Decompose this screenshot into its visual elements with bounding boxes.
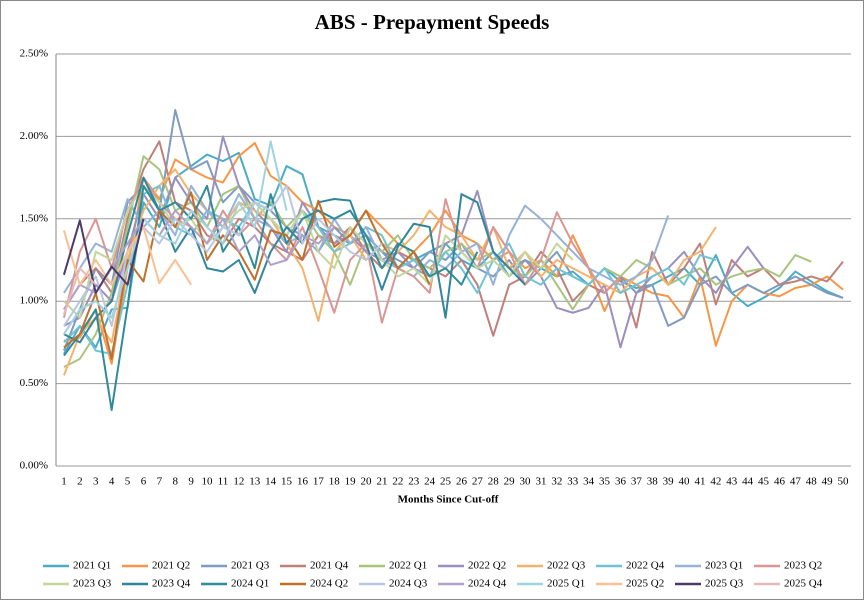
x-tick-label: 11 [218, 476, 229, 488]
series-line [63, 267, 97, 315]
series-line [62, 226, 192, 286]
y-tick-label: 1.00% [20, 295, 48, 307]
series-line [63, 168, 717, 376]
chart-title: ABS - Prepayment Speeds [315, 10, 550, 34]
x-tick-label: 27 [472, 476, 484, 488]
legend-label: 2021 Q1 [73, 560, 111, 572]
legend-label: 2021 Q3 [231, 560, 270, 572]
x-tick-label: 49 [822, 476, 834, 488]
x-tick-label: 22 [392, 476, 403, 488]
y-tick-label: 0.00% [20, 460, 48, 472]
legend-label: 2024 Q3 [389, 578, 428, 590]
x-tick-label: 24 [424, 476, 436, 488]
x-tick-label: 40 [679, 476, 691, 488]
x-tick-label: 5 [125, 476, 131, 488]
series-line [63, 184, 670, 294]
x-tick-label: 45 [758, 476, 770, 488]
x-tick-label: 33 [567, 476, 579, 488]
legend-label: 2025 Q3 [705, 578, 744, 590]
legend-label: 2022 Q2 [468, 560, 506, 572]
x-tick-label: 25 [440, 476, 452, 488]
legend-label: 2022 Q1 [389, 560, 427, 572]
x-tick-label: 36 [615, 476, 627, 488]
x-tick-label: 7 [157, 476, 163, 488]
y-tick-label: 2.00% [20, 130, 48, 142]
x-tick-label: 3 [93, 476, 99, 488]
x-tick-label: 38 [647, 476, 659, 488]
y-tick-label: 1.50% [20, 212, 48, 224]
legend-label: 2022 Q3 [547, 560, 586, 572]
x-tick-label: 48 [806, 476, 818, 488]
x-tick-label: 47 [790, 476, 802, 488]
x-tick-label: 14 [265, 476, 277, 488]
y-tick-label: 0.50% [20, 377, 48, 389]
x-tick-label: 16 [297, 476, 309, 488]
legend-label: 2025 Q2 [626, 578, 664, 590]
x-tick-label: 28 [488, 476, 500, 488]
legend-label: 2021 Q2 [152, 560, 190, 572]
legend-label: 2023 Q1 [705, 560, 743, 572]
series-line [63, 140, 288, 335]
series-line [63, 176, 526, 344]
legend-label: 2024 Q4 [468, 578, 507, 590]
x-tick-label: 17 [313, 476, 325, 488]
x-tick-label: 37 [631, 476, 643, 488]
x-tick-label: 9 [188, 476, 194, 488]
x-tick-label: 15 [281, 476, 293, 488]
legend-label: 2024 Q1 [231, 578, 269, 590]
x-tick-label: 1 [61, 476, 67, 488]
legend-label: 2021 Q4 [310, 560, 349, 572]
x-tick-label: 26 [456, 476, 468, 488]
x-axis-label: Months Since Cut-off [398, 494, 499, 506]
legend-label: 2024 Q2 [310, 578, 348, 590]
legend-label: 2025 Q1 [547, 578, 585, 590]
x-tick-label: 46 [774, 476, 786, 488]
x-tick-label: 4 [109, 476, 115, 488]
x-tick-label: 19 [345, 476, 357, 488]
x-tick-label: 12 [233, 476, 244, 488]
series-line [63, 184, 717, 355]
x-tick-label: 39 [663, 476, 675, 488]
x-tick-label: 35 [599, 476, 611, 488]
y-tick-label: 2.50% [20, 48, 48, 60]
x-tick-label: 32 [551, 476, 562, 488]
x-tick-label: 10 [202, 476, 214, 488]
x-tick-label: 29 [504, 476, 516, 488]
x-tick-label: 31 [535, 476, 546, 488]
x-tick-label: 8 [173, 476, 179, 488]
legend-label: 2023 Q4 [152, 578, 191, 590]
x-tick-label: 13 [249, 476, 261, 488]
x-tick-label: 30 [520, 476, 532, 488]
x-tick-label: 44 [742, 476, 754, 488]
legend-label: 2023 Q3 [73, 578, 112, 590]
x-tick-label: 21 [376, 476, 387, 488]
legend-label: 2023 Q2 [784, 560, 822, 572]
x-tick-label: 34 [583, 476, 595, 488]
x-tick-label: 41 [694, 476, 705, 488]
legend-label: 2022 Q4 [626, 560, 665, 572]
x-tick-label: 6 [141, 476, 147, 488]
x-tick-label: 20 [361, 476, 373, 488]
legend-label: 2025 Q4 [784, 578, 823, 590]
x-tick-label: 43 [726, 476, 738, 488]
x-tick-label: 23 [408, 476, 420, 488]
x-tick-label: 2 [77, 476, 83, 488]
x-tick-label: 42 [710, 476, 721, 488]
series-line [62, 218, 145, 294]
x-tick-label: 18 [329, 476, 341, 488]
x-tick-label: 50 [838, 476, 850, 488]
series-line [63, 184, 574, 319]
